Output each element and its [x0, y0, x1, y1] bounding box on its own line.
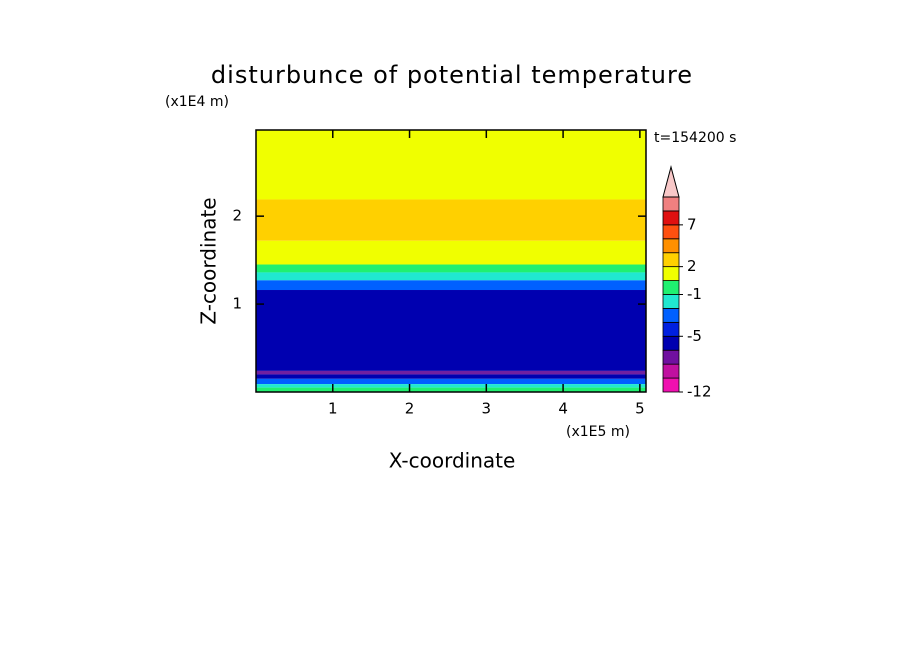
- x-tick-label: 4: [558, 400, 568, 418]
- colorbar-segment: [662, 294, 680, 309]
- x-tick-label: 1: [328, 400, 338, 418]
- colorbar-tick-label: -5: [687, 327, 702, 345]
- colorbar-segment: [662, 238, 680, 254]
- colorbar-tick-label: -1: [687, 285, 702, 303]
- x-tick-label: 5: [635, 400, 645, 418]
- colorbar-segment: [662, 349, 680, 365]
- colorbar-segment: [662, 321, 680, 337]
- contour-band: [256, 240, 646, 265]
- colorbar-segment: [662, 335, 680, 351]
- contour-band: [256, 264, 646, 273]
- colorbar-segment: [662, 308, 680, 323]
- time-label: t=154200 s: [654, 130, 736, 146]
- colorbar-extension: [662, 165, 680, 198]
- y-axis-label: Z-coordinate: [197, 197, 221, 324]
- contour-band: [256, 370, 646, 375]
- contour-band: [256, 374, 646, 379]
- colorbar-segment: [662, 377, 680, 393]
- colorbar-segment: [662, 196, 680, 212]
- colorbar-tick-label: -12: [687, 383, 712, 401]
- x-tick-label: 2: [405, 400, 415, 418]
- x-unit: (x1E5 m): [566, 424, 630, 440]
- y-unit: (x1E4 m): [165, 94, 229, 110]
- contour-band: [256, 130, 646, 200]
- contour-band: [256, 272, 646, 281]
- colorbar-tick-label: 7: [687, 215, 697, 233]
- contour-band: [256, 378, 646, 385]
- contour-band: [256, 387, 646, 392]
- y-tick-label: 2: [232, 207, 242, 225]
- x-axis-label: X-coordinate: [389, 449, 516, 473]
- x-tick-label: 3: [482, 400, 492, 418]
- colorbar-segment: [662, 224, 680, 240]
- colorbar-segment: [662, 252, 680, 268]
- contour-band: [256, 384, 646, 388]
- plot-frame: [255, 129, 647, 393]
- chart-title: disturbunce of potential temperature: [211, 61, 693, 89]
- colorbar-tick-label: 2: [687, 257, 697, 275]
- contour-band: [256, 290, 646, 371]
- y-tick-label: 1: [232, 295, 242, 313]
- colorbar-segment: [662, 280, 680, 295]
- colorbar-segment: [662, 266, 680, 281]
- contour-band: [256, 199, 646, 241]
- contour-band: [256, 280, 646, 291]
- colorbar-segment: [662, 363, 680, 379]
- colorbar-segment: [662, 210, 680, 226]
